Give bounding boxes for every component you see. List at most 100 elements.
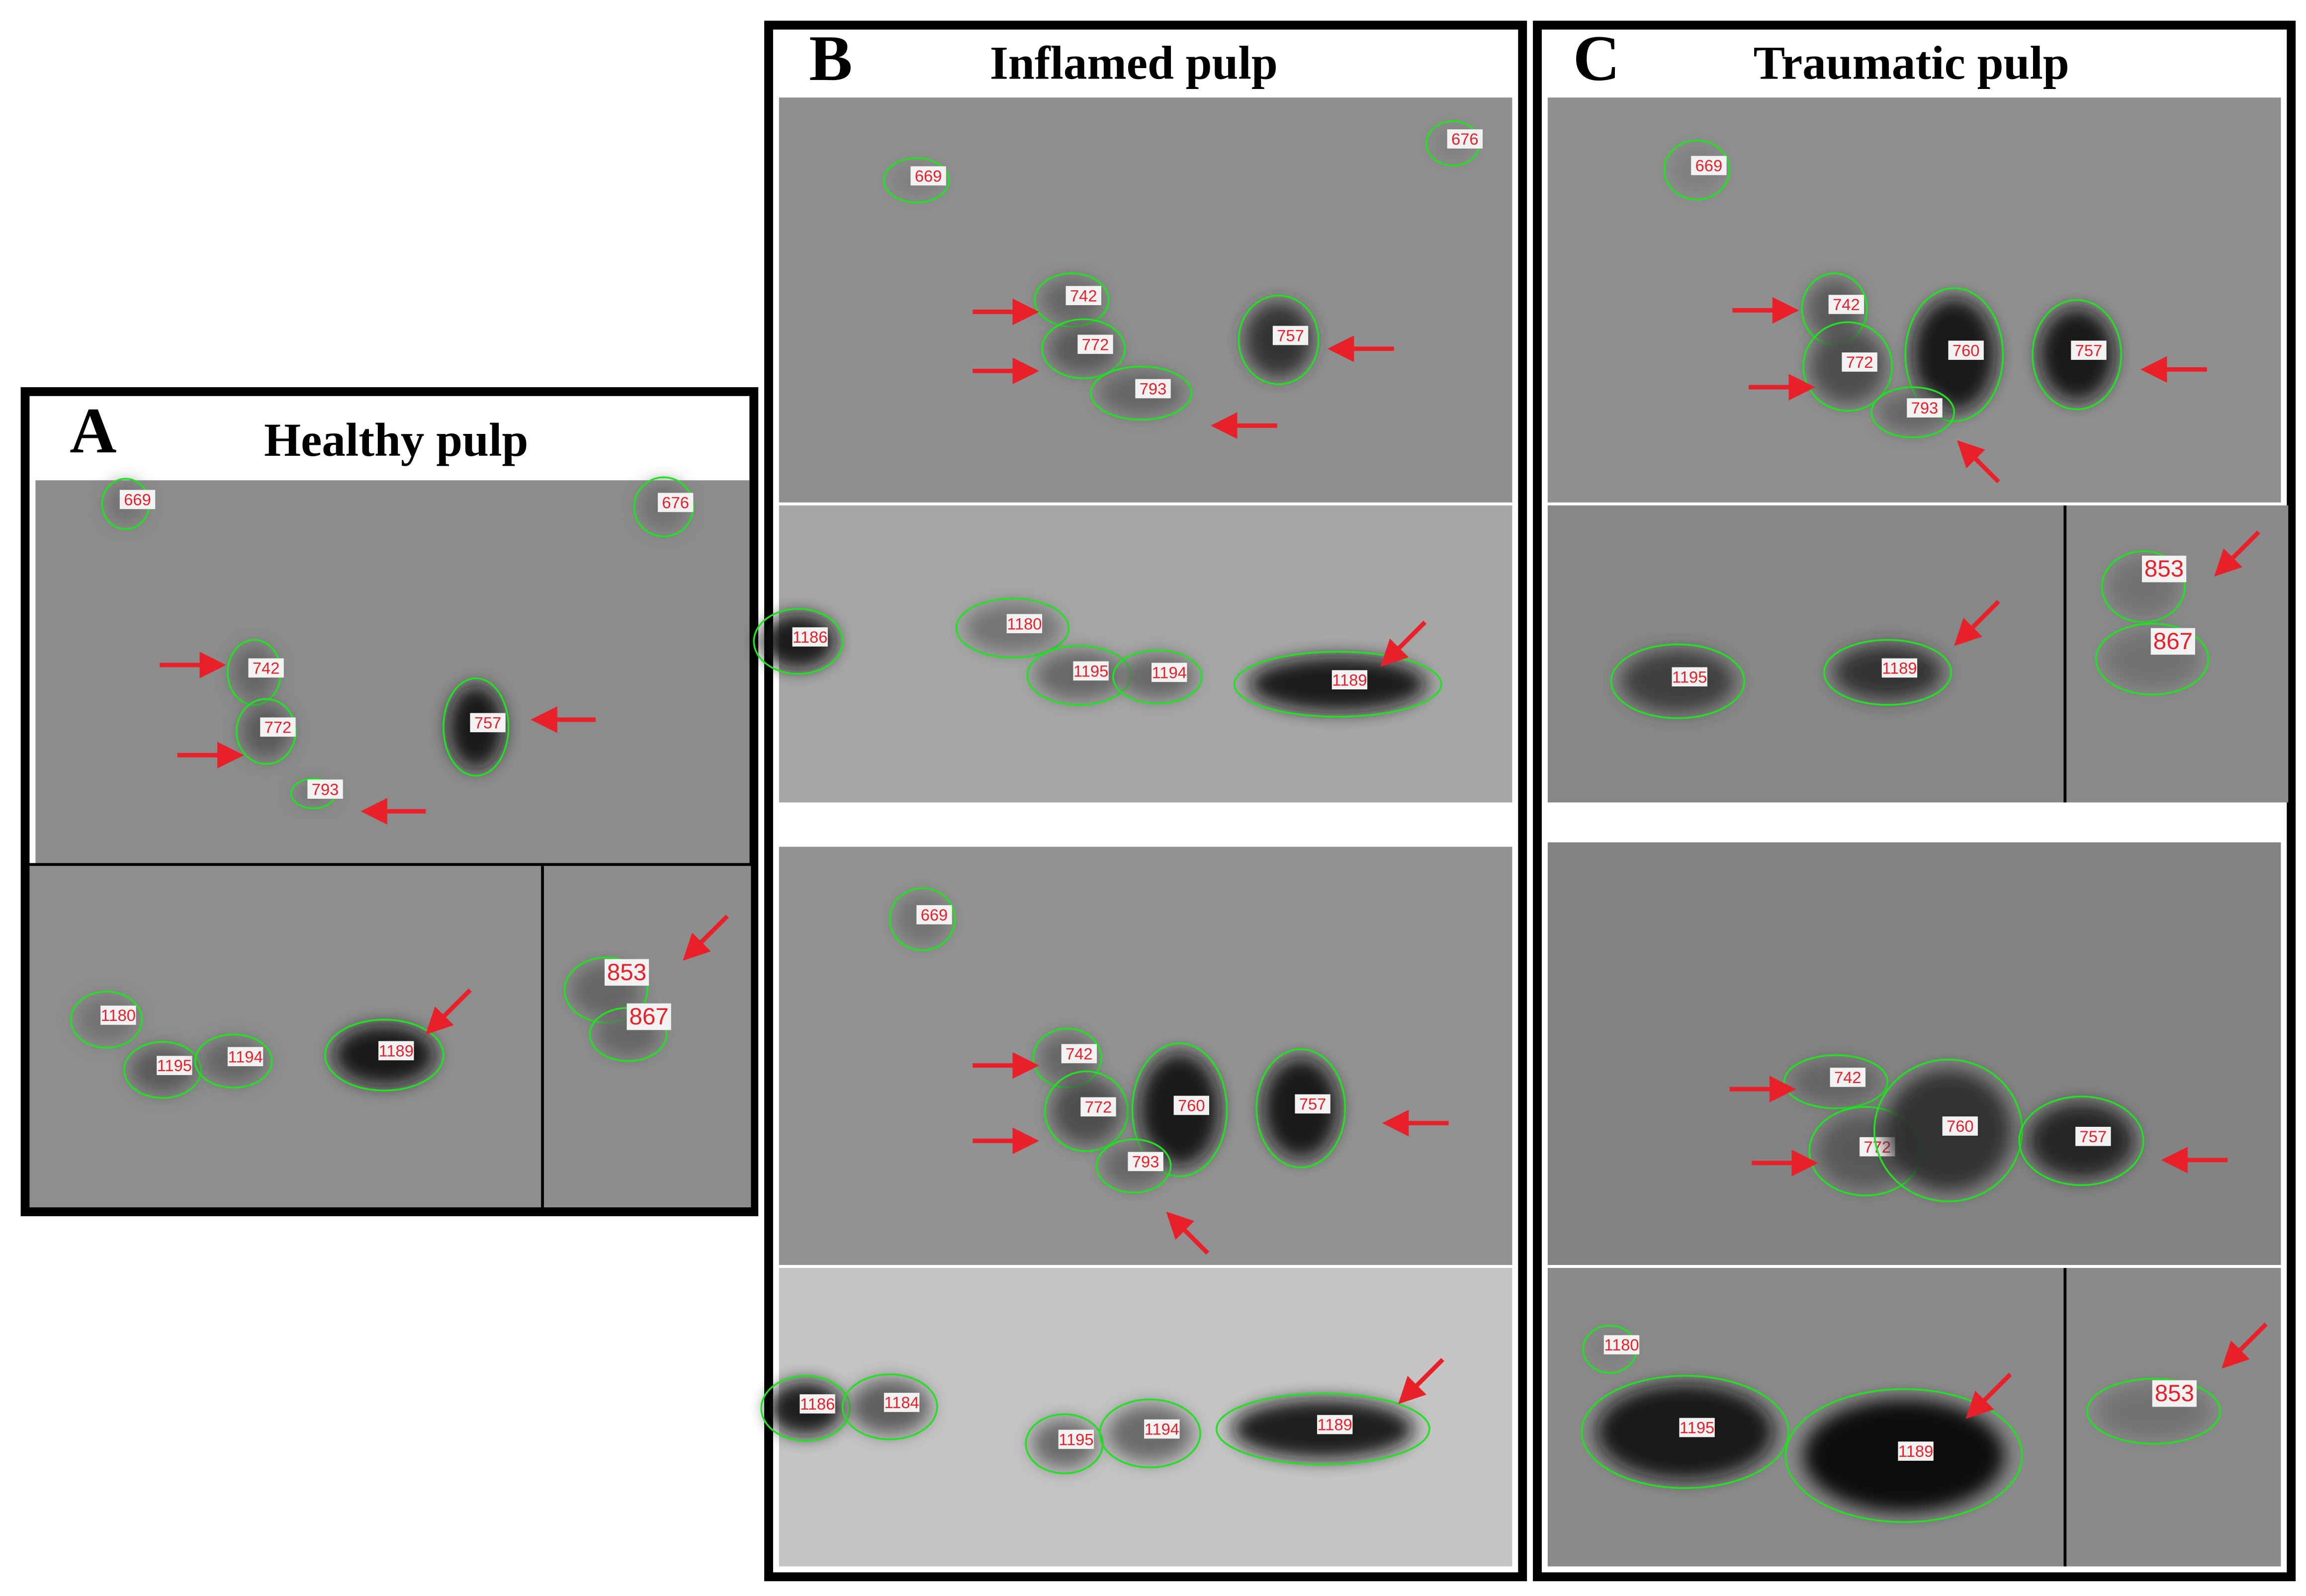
spots: 669 676 742 772 757 793 1180 1195 1194 1189 853 867… <box>70 120 2221 1523</box>
spot-label: 1189 <box>1882 659 1917 677</box>
spot-label: 1180 <box>101 1006 136 1024</box>
spot-label: 1189 <box>1898 1442 1933 1460</box>
spot-outline <box>1873 1058 2023 1202</box>
arrow <box>1965 1372 2012 1419</box>
spot-label-bg <box>119 490 156 509</box>
gel <box>779 505 1512 803</box>
spot-label: 1195 <box>1680 1419 1714 1437</box>
spot-label-bg <box>792 627 828 647</box>
arrow <box>2214 530 2261 577</box>
spot-label: 757 <box>1299 1095 1327 1113</box>
spot-label: 760 <box>1178 1096 1205 1115</box>
spot-label-bg <box>1679 1418 1715 1437</box>
spot-label-bg <box>100 1006 136 1025</box>
spot-label: 772 <box>1085 1097 1112 1116</box>
spot-label-bg <box>910 166 946 186</box>
panel-a: A Healthy pulp <box>20 387 759 1216</box>
spot-label-bg <box>1295 1094 1330 1114</box>
spot-label: 742 <box>1065 1044 1093 1063</box>
spot-label: 1195 <box>1059 1430 1093 1448</box>
spot-label: 669 <box>124 491 151 509</box>
spot-label: 1194 <box>1152 663 1187 681</box>
spot-label: 867 <box>629 1004 669 1030</box>
gel <box>779 846 1512 1265</box>
spot-label-bg <box>1073 661 1109 681</box>
spot-label-bg <box>1828 295 1864 314</box>
spot-label-bg <box>916 905 952 924</box>
spot-outline <box>1904 287 2004 422</box>
spot-label-bg <box>1942 1116 1978 1136</box>
spot-label: 669 <box>1695 157 1723 175</box>
spot-label: 1189 <box>1332 671 1367 689</box>
spot-label: 1184 <box>884 1393 919 1412</box>
spot-label-bg <box>2071 340 2107 360</box>
spot-label-bg <box>2150 628 2196 655</box>
spot-outline <box>123 1041 202 1099</box>
spot-outline <box>1096 1138 1172 1194</box>
panel-letter: B <box>809 22 852 94</box>
spot-outline <box>1610 643 1746 719</box>
arrows <box>160 297 2268 1419</box>
spot-label-bg <box>1135 379 1171 399</box>
arrow <box>1954 599 2000 646</box>
spot-label: 1189 <box>379 1042 414 1060</box>
spot-label-bg <box>626 1003 671 1030</box>
spot-outline <box>1233 651 1442 718</box>
spot-outline <box>841 1373 938 1440</box>
spot-label-bg <box>1006 614 1043 634</box>
panel-title: Healthy pulp <box>264 414 528 466</box>
spot-label: 793 <box>1911 399 1939 417</box>
arrow <box>683 915 729 961</box>
spot-outline <box>883 157 950 204</box>
spot-label: 772 <box>1846 353 1873 371</box>
spot-outline <box>955 597 1070 659</box>
spot-label: 676 <box>1451 130 1479 148</box>
spot-label-bg <box>1144 1419 1180 1439</box>
spot-outline <box>753 608 844 675</box>
spot-label-bg <box>1447 129 1483 149</box>
spot-label: 793 <box>312 780 339 798</box>
spot-label-bg <box>658 493 694 512</box>
spot-label: 1180 <box>1007 614 1042 633</box>
spot-label-bg <box>260 717 296 737</box>
arrow <box>1166 1211 1210 1255</box>
spot-outline <box>1663 139 1731 201</box>
spot-label-bg <box>1058 1429 1094 1449</box>
spot-label-bg <box>884 1393 920 1412</box>
spot-label-bg <box>1331 670 1368 689</box>
spot-label-bg <box>1898 1441 1934 1461</box>
spot-outline <box>2032 299 2123 411</box>
spot-label: 1195 <box>157 1056 192 1075</box>
spot-label: 742 <box>1834 1068 1862 1087</box>
spot-outline <box>1099 1398 1201 1469</box>
spot-outline <box>889 887 956 951</box>
panel-letter: C <box>1573 22 1620 94</box>
spot-outline <box>1870 386 1955 438</box>
spot-outline <box>2086 1378 2221 1445</box>
spot-label: 742 <box>1833 295 1860 314</box>
spot-label: 757 <box>2080 1127 2107 1146</box>
arrow <box>2221 1322 2268 1369</box>
spot-outline <box>1112 649 1203 705</box>
gel <box>35 480 750 865</box>
spot-outline <box>443 677 510 777</box>
spot-label: 853 <box>607 959 646 986</box>
spot-label-bg <box>1128 1152 1163 1172</box>
spot-label-bg <box>2075 1127 2111 1146</box>
spot-label-bg <box>1948 340 1984 360</box>
spot-outline <box>1090 365 1193 421</box>
spot-outline <box>324 1018 444 1092</box>
spot-label: 1194 <box>1145 1420 1179 1438</box>
spot-label: 793 <box>1132 1152 1159 1171</box>
spot-label-bg <box>1077 335 1113 354</box>
arrow <box>1956 440 2000 484</box>
spot-label-bg <box>604 959 649 986</box>
spot-label: 742 <box>253 659 280 677</box>
spot-outline <box>1216 1392 1430 1466</box>
spot-label-bg <box>1173 1095 1209 1115</box>
arrow <box>425 988 472 1035</box>
spot-label: 772 <box>265 718 292 736</box>
spot-label-bg <box>307 779 343 799</box>
spot-label: 1194 <box>228 1047 263 1066</box>
spot-outline <box>2018 1095 2144 1186</box>
